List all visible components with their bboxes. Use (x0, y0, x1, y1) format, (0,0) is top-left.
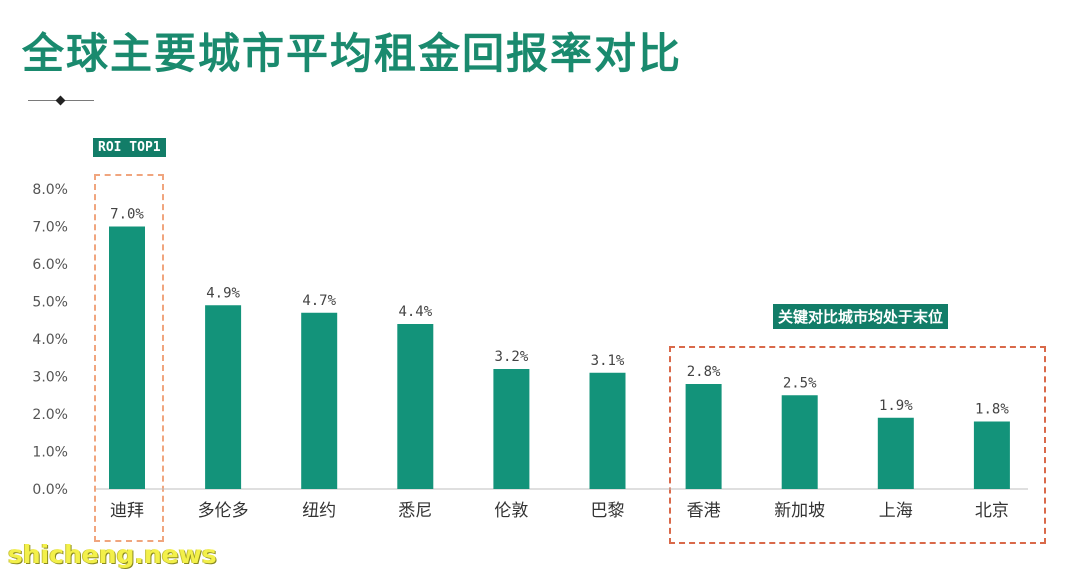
bar (589, 372, 626, 489)
y-tick-label: 0.0% (32, 482, 68, 498)
bar (205, 305, 242, 489)
y-tick-label: 8.0% (32, 182, 68, 198)
bar (493, 369, 530, 489)
bar (109, 226, 145, 489)
y-tick-label: 2.0% (32, 407, 68, 423)
y-tick-label: 3.0% (32, 370, 68, 386)
bar-value-label: 4.9% (206, 285, 240, 301)
comparison-note-badge: 关键对比城市均处于末位 (773, 304, 949, 329)
bar-value-label: 1.8% (975, 402, 1009, 418)
x-category-label: 悉尼 (398, 501, 432, 521)
bar (781, 395, 818, 489)
bar-value-label: 4.7% (302, 293, 336, 309)
bar (301, 312, 338, 489)
x-category-label: 伦敦 (494, 501, 528, 521)
y-tick-label: 5.0% (32, 295, 68, 311)
bar-value-label: 3.2% (495, 349, 529, 365)
x-category-label: 迪拜 (110, 501, 144, 521)
y-tick-label: 4.0% (32, 332, 68, 348)
bar-value-label: 3.1% (591, 353, 625, 369)
bar-value-label: 2.5% (783, 375, 817, 391)
bar-value-label: 2.8% (687, 364, 721, 380)
bar-value-label: 7.0% (110, 207, 144, 223)
highlight-box-top (94, 174, 164, 542)
y-tick-label: 7.0% (32, 220, 68, 236)
x-category-label: 北京 (975, 501, 1009, 521)
bar-value-label: 4.4% (398, 304, 432, 320)
bar (877, 417, 914, 489)
x-category-label: 上海 (879, 501, 913, 521)
y-tick-label: 6.0% (32, 257, 68, 273)
bar (685, 384, 722, 489)
x-category-label: 多伦多 (198, 501, 249, 521)
x-category-label: 新加坡 (774, 501, 825, 521)
roi-top-badge: ROI TOP1 (93, 138, 166, 157)
x-category-label: 巴黎 (591, 501, 625, 521)
highlight-box-bottom (669, 346, 1046, 544)
y-tick-label: 1.0% (32, 445, 68, 461)
x-category-label: 纽约 (302, 501, 336, 521)
bar-value-label: 1.9% (879, 398, 913, 414)
bar (973, 421, 1010, 489)
x-category-label: 香港 (687, 501, 721, 521)
bar (397, 324, 434, 489)
chart-title: 全球主要城市平均租金回报率对比 (22, 29, 683, 78)
watermark: shicheng.news (8, 540, 217, 569)
